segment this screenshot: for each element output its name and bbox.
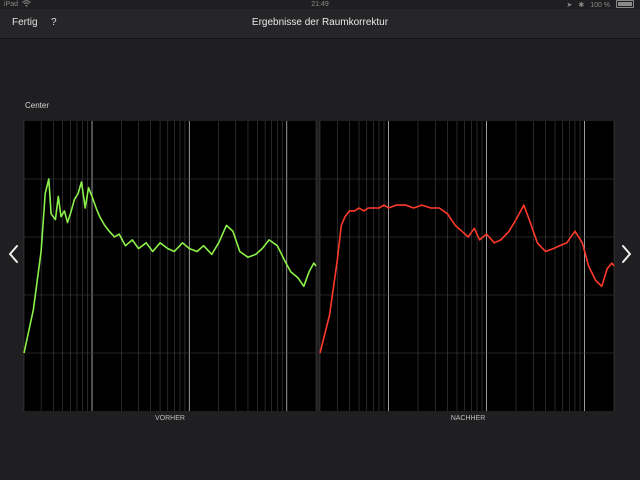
wifi-icon xyxy=(22,0,31,10)
next-channel-chevron-right-icon[interactable] xyxy=(616,242,636,266)
status-bar: iPad 21:49 ➤ ✱ 100 % xyxy=(0,0,640,9)
help-button[interactable]: ? xyxy=(51,17,57,28)
bluetooth-icon: ✱ xyxy=(578,2,585,9)
after-panel xyxy=(320,121,614,411)
navigation-bar: Fertig ? Ergebnisse der Raumkorrektur xyxy=(0,9,640,39)
after-response-curve xyxy=(319,204,615,354)
carrier-label: iPad xyxy=(4,1,19,8)
before-caption: VORHER xyxy=(155,415,185,422)
status-right: ➤ ✱ 100 % xyxy=(563,0,634,10)
battery-icon xyxy=(616,0,634,8)
battery-percent: 100 % xyxy=(590,2,611,9)
before-grid xyxy=(23,121,317,411)
channel-label: Center xyxy=(25,101,50,110)
before-response-curve xyxy=(23,178,317,354)
page-title: Ergebnisse der Raumkorrektur xyxy=(251,17,389,28)
previous-channel-chevron-left-icon[interactable] xyxy=(4,242,24,266)
after-grid xyxy=(319,121,615,411)
after-caption: NACHHER xyxy=(450,415,486,422)
location-icon: ➤ xyxy=(566,2,573,9)
before-panel xyxy=(24,121,316,411)
status-time: 21:49 xyxy=(311,1,329,8)
done-button[interactable]: Fertig xyxy=(12,17,38,28)
